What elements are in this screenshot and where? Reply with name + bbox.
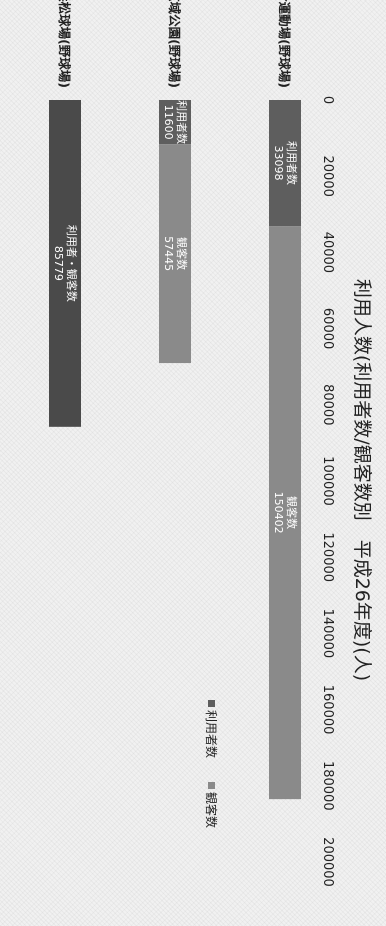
x-tick-label: 180000 xyxy=(320,761,335,811)
x-tick-label: 80000 xyxy=(320,384,335,425)
bar-segment xyxy=(49,100,81,427)
chart-title: 利用人数(利用者数/観客数別 平成26年度)(人) xyxy=(351,279,373,681)
x-tick-label: 60000 xyxy=(320,308,335,349)
bar-data-label: 観客数57445 xyxy=(162,236,189,271)
bar-segment xyxy=(269,100,301,227)
x-axis-ticks: 0 20000 40000 60000 80000 100000 120000 140000 1… xyxy=(320,96,335,887)
bars: 利用者数33098 観客数150402 利用者数11600 観客数57445 利用者・観… xyxy=(49,100,301,800)
legend-label: 利用者数 xyxy=(204,710,219,758)
x-tick-label: 0 xyxy=(320,96,335,104)
bar-data-label: 利用者数11600 xyxy=(162,100,188,144)
legend-swatch xyxy=(208,700,215,707)
bar-segment xyxy=(269,226,301,800)
x-tick-label: 20000 xyxy=(320,156,335,197)
bar-segment xyxy=(159,100,191,145)
x-tick-label: 120000 xyxy=(320,532,335,582)
x-tick-label: 40000 xyxy=(320,232,335,273)
bar-segment xyxy=(159,144,191,364)
x-tick-label: 100000 xyxy=(320,456,335,506)
category-label: 真亀総合運動場(野球場) xyxy=(277,0,292,88)
legend-swatch xyxy=(208,782,215,789)
x-tick-label: 200000 xyxy=(320,837,335,887)
category-label: 愛鷹広域公園(野球場) xyxy=(167,0,182,88)
bar-data-label: 利用者数33098 xyxy=(272,141,298,185)
bar-data-label: 観客数150402 xyxy=(272,492,299,534)
legend-label: 観客数 xyxy=(204,792,219,828)
bar-data-label: 利用者・観客数85779 xyxy=(52,225,79,302)
x-tick-label: 140000 xyxy=(320,609,335,659)
x-tick-label: 160000 xyxy=(320,685,335,735)
category-labels: 真亀総合運動場(野球場) 愛鷹広域公園(野球場) 四ツ池公園浜松球場(野球場) xyxy=(57,0,292,88)
category-label: 四ツ池公園浜松球場(野球場) xyxy=(57,0,72,88)
